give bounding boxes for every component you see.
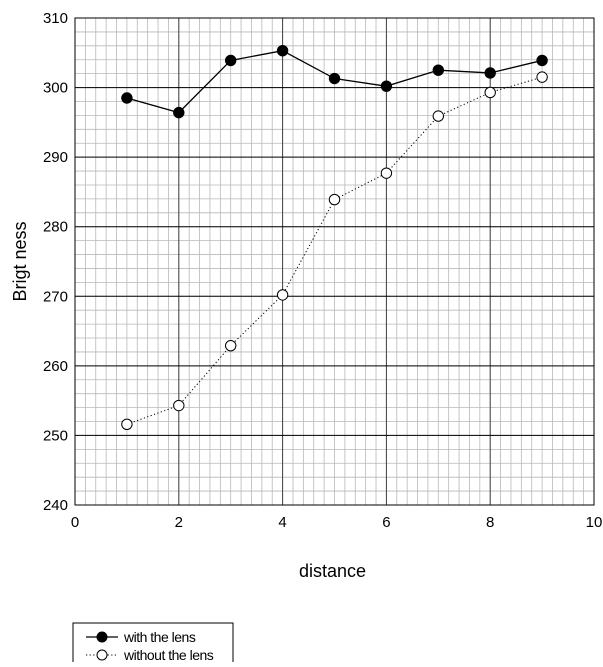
data-point: [225, 339, 237, 352]
data-point: [380, 167, 393, 179]
data-point: [173, 106, 185, 119]
data-point: [484, 67, 496, 79]
y-axis-title: Brigt ness: [10, 221, 30, 301]
x-tick-label: 10: [586, 514, 603, 531]
y-tick-label: 300: [43, 80, 68, 97]
data-point: [536, 71, 548, 83]
data-point: [225, 54, 237, 67]
legend-label: with the lens: [123, 629, 196, 645]
x-axis-title: distance: [299, 561, 366, 581]
x-tick-label: 8: [486, 514, 494, 531]
legend: with the lens without the lens: [72, 622, 234, 667]
data-point: [536, 54, 548, 67]
y-tick-label: 310: [43, 10, 68, 27]
legend-item: without the lens: [86, 647, 214, 663]
data-point: [432, 110, 444, 122]
legend-marker: [96, 631, 108, 643]
legend-marker: [96, 649, 108, 661]
y-tick-label: 260: [43, 358, 68, 375]
series-2: [121, 71, 548, 430]
data-point: [328, 72, 341, 85]
major-gridlines: [75, 18, 594, 505]
minor-gridlines: [75, 18, 594, 505]
x-tick-label: 6: [382, 514, 390, 531]
plot-area-border: [74, 17, 595, 506]
data-point: [380, 80, 393, 92]
y-tick-label: 290: [43, 149, 68, 166]
legend-item: with the lens: [86, 629, 196, 645]
axis-tick-labels: 0 2 4 6 8 10 240 250 260 270 280 290 300 310: [43, 10, 602, 531]
y-tick-label: 250: [43, 427, 68, 444]
x-tick-label: 0: [71, 514, 79, 531]
x-tick-label: 2: [175, 514, 183, 531]
y-tick-label: 240: [43, 497, 68, 514]
x-tick-label: 4: [278, 514, 286, 531]
series-1: [121, 44, 548, 119]
data-point: [121, 92, 133, 104]
y-tick-label: 280: [43, 219, 68, 236]
data-point: [121, 418, 133, 430]
legend-label: without the lens: [123, 647, 214, 662]
series-layer: [121, 44, 548, 430]
data-point: [432, 64, 444, 76]
data-point: [484, 86, 496, 99]
data-point: [173, 399, 185, 412]
legend-items: with the lens without the lens: [86, 629, 214, 663]
data-point: [328, 193, 341, 206]
y-tick-label: 270: [43, 288, 68, 305]
data-point: [276, 289, 289, 301]
data-point: [276, 44, 289, 57]
